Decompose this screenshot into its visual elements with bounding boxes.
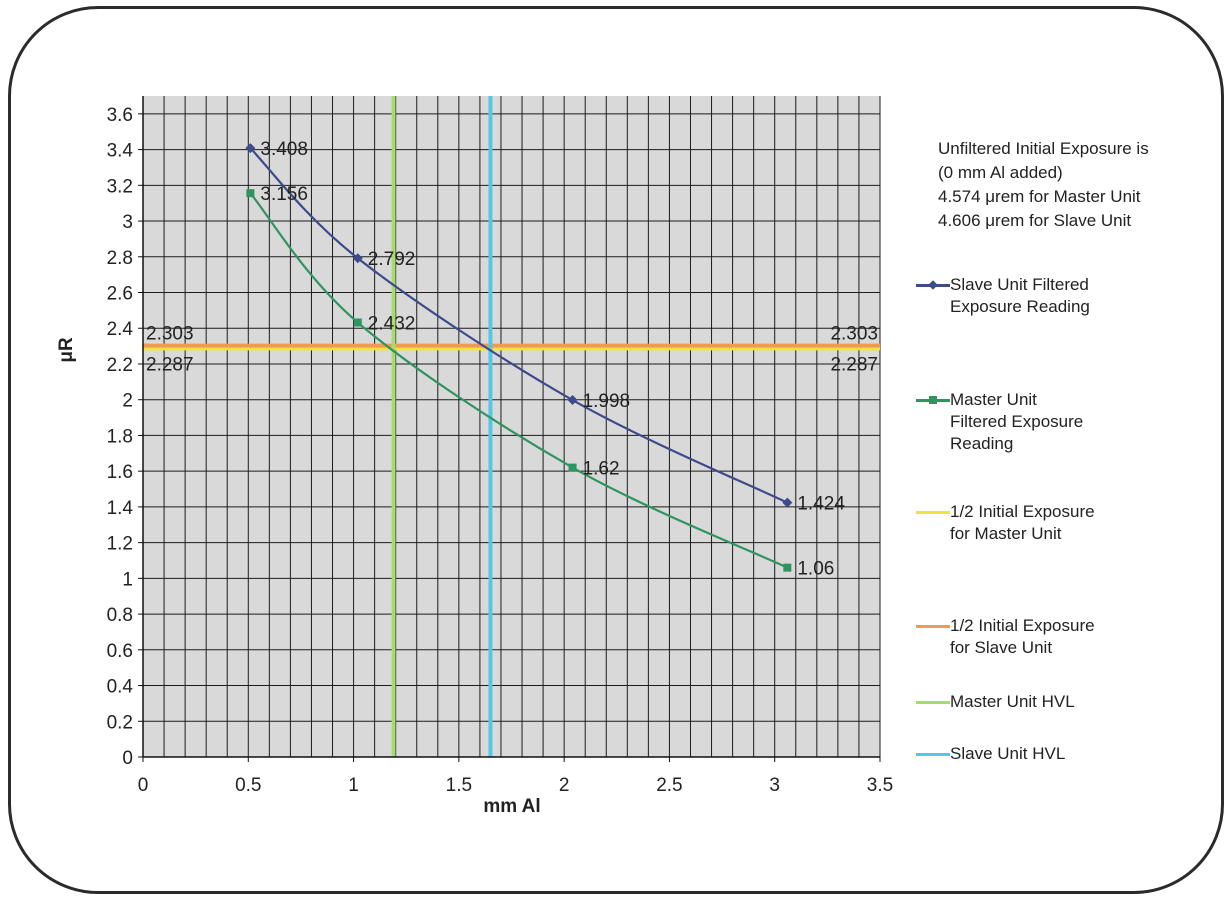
data-point-marker xyxy=(568,463,577,472)
note-line: 4.574 μrem for Master Unit xyxy=(938,187,1141,206)
data-series: 3.408 2.792 1.998 1.424 3.156 2.432 1.62 1.06 xyxy=(245,139,845,580)
y-tick-label: 3.2 xyxy=(107,176,133,197)
data-label: 3.156 xyxy=(260,184,308,205)
y-tick-label: 1.6 xyxy=(107,462,133,483)
y-tick-label: 0.6 xyxy=(107,641,133,662)
x-tick-label: 1 xyxy=(348,775,359,796)
y-tick-label: 1.2 xyxy=(107,534,133,555)
y-tick-label: 1.4 xyxy=(107,498,134,519)
y-tick-label: 0.8 xyxy=(107,605,133,626)
y-tick-label: 2.8 xyxy=(107,248,133,269)
data-label: 1.424 xyxy=(797,494,845,515)
data-point-marker xyxy=(246,189,255,198)
legend-label: 1/2 Initial Exposure for Slave Unit xyxy=(950,616,1095,657)
square-marker-icon xyxy=(929,396,937,404)
x-tick-label: 3 xyxy=(769,775,780,796)
legend-label: Slave Unit Filtered Exposure Reading xyxy=(950,275,1090,316)
data-point-marker xyxy=(245,143,256,154)
x-tick-label: 2 xyxy=(559,775,570,796)
y-tick-label: 0 xyxy=(122,748,133,769)
legend-swatch xyxy=(916,753,950,756)
y-tick-label: 2.4 xyxy=(107,319,134,340)
legend-label: Master Unit HVL xyxy=(950,692,1075,711)
legend-swatch xyxy=(916,511,950,514)
data-label: 2.432 xyxy=(368,314,416,335)
reference-value-label: 2.303 xyxy=(830,324,878,345)
axes: 0 0.5 1 1.5 2 2.5 3 3.5 0 0.2 0.4 0.6 0.8 1 1.2 1.4 1.6 1… xyxy=(107,96,893,796)
data-label: 2.792 xyxy=(368,249,416,270)
reference-value-label: 2.287 xyxy=(146,354,194,375)
y-tick-label: 3 xyxy=(122,212,133,233)
y-tick-label: 2.6 xyxy=(107,284,133,305)
note-line: 4.606 μrem for Slave Unit xyxy=(938,211,1132,230)
data-point-marker xyxy=(783,563,792,572)
series-line xyxy=(249,192,788,569)
data-label: 1.62 xyxy=(583,459,620,480)
y-tick-label: 2.2 xyxy=(107,355,133,376)
note-line: Unfiltered Initial Exposure is xyxy=(938,139,1149,158)
legend-label: 1/2 Initial Exposure for Master Unit xyxy=(950,502,1095,543)
reference-value-label: 2.287 xyxy=(830,354,878,375)
legend-label: Slave Unit HVL xyxy=(950,744,1066,763)
data-point-marker xyxy=(352,253,363,264)
y-tick-label: 2 xyxy=(122,391,133,412)
series-line xyxy=(249,147,788,504)
grid xyxy=(142,96,881,758)
x-tick-label: 0 xyxy=(138,775,149,796)
reference-lines: 2.287 2.287 2.303 2.303 xyxy=(143,96,880,757)
x-tick-label: 1.5 xyxy=(446,775,472,796)
y-tick-label: 3.6 xyxy=(107,105,133,126)
note-line: (0 mm Al added) xyxy=(938,163,1063,182)
data-label: 1.06 xyxy=(797,559,834,580)
reference-value-label: 2.303 xyxy=(146,324,194,345)
y-tick-label: 3.4 xyxy=(107,141,134,162)
y-axis-label: μR xyxy=(56,337,77,363)
data-point-marker xyxy=(353,318,362,327)
y-tick-label: 1 xyxy=(122,569,133,590)
y-tick-label: 0.2 xyxy=(107,712,133,733)
x-tick-label: 2.5 xyxy=(656,775,682,796)
data-label: 3.408 xyxy=(260,139,308,160)
x-tick-label: 3.5 xyxy=(867,775,893,796)
data-point-marker xyxy=(567,395,578,406)
x-axis-label: mm Al xyxy=(483,796,540,817)
y-tick-label: 0.4 xyxy=(107,677,134,698)
data-point-marker xyxy=(782,497,793,508)
legend-swatch xyxy=(916,625,950,628)
y-tick-label: 1.8 xyxy=(107,426,133,447)
plot-background xyxy=(143,96,880,757)
x-tick-label: 0.5 xyxy=(235,775,261,796)
data-label: 1.998 xyxy=(583,391,631,412)
legend-label: Master Unit Filtered Exposure Reading xyxy=(950,390,1084,453)
legend-swatch xyxy=(916,701,950,704)
